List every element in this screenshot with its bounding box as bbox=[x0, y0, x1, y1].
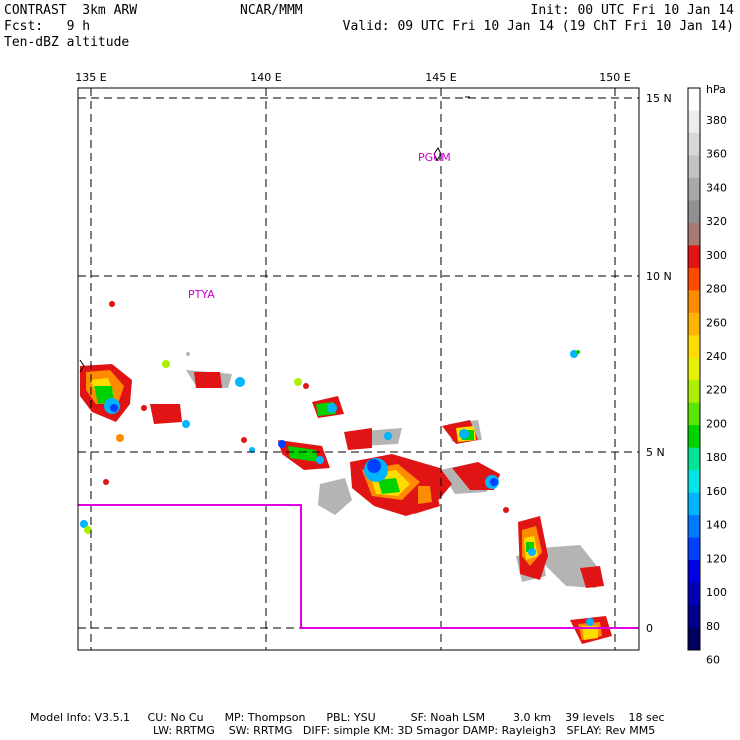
echo-small-cells bbox=[84, 301, 580, 534]
forecast-hour: Fcst: 9 h bbox=[4, 19, 91, 34]
model-info-line2: LW: RRTMG SW: RRTMG DIFF: simple KM: 3D … bbox=[153, 724, 656, 737]
lon-label-145: 145 E bbox=[425, 71, 456, 84]
colorbar-level-label: 200 bbox=[706, 417, 727, 430]
colorbar-swatch bbox=[688, 132, 700, 156]
colorbar-swatch bbox=[688, 537, 700, 561]
lat-label-0: 0 bbox=[646, 622, 653, 635]
colorbar-swatch bbox=[688, 492, 700, 516]
colorbar-frame bbox=[687, 87, 701, 651]
colorbar-swatch bbox=[688, 290, 700, 314]
colorbar-swatch bbox=[688, 312, 700, 336]
lon-label-135: 135 E bbox=[75, 71, 106, 84]
lat-label-10n: 10 N bbox=[646, 270, 672, 283]
lat-label-15n: 15 N bbox=[646, 92, 672, 105]
colorbar-swatch bbox=[688, 402, 700, 426]
colorbar-level-label: 300 bbox=[706, 249, 727, 262]
lon-label-140: 140 E bbox=[250, 71, 281, 84]
colorbar-swatch bbox=[688, 380, 700, 404]
coastline bbox=[79, 96, 470, 373]
colorbar-level-label: 60 bbox=[706, 653, 720, 666]
colorbar-swatch bbox=[688, 425, 700, 449]
field-name: Ten-dBZ altitude bbox=[4, 35, 130, 50]
colorbar-swatch bbox=[688, 447, 700, 471]
model-info-line1: Model Info: V3.5.1 CU: No Cu MP: Thompso… bbox=[30, 711, 665, 724]
colorbar-swatch bbox=[688, 357, 700, 381]
valid-time: Valid: 09 UTC Fri 10 Jan 14 (19 ChT Fri … bbox=[342, 19, 734, 34]
lat-label-5n: 5 N bbox=[646, 446, 665, 459]
model-title: CONTRAST 3km ARW bbox=[4, 3, 138, 18]
colorbar-level-label: 240 bbox=[706, 350, 727, 363]
radar-map: 135 E 140 E 145 E 150 E 15 N 10 N 5 N 0 … bbox=[75, 71, 727, 667]
colorbar-swatch bbox=[688, 470, 700, 494]
colorbar-swatch bbox=[688, 110, 700, 134]
colorbar-level-label: 340 bbox=[706, 181, 727, 194]
lon-label-150: 150 E bbox=[599, 71, 630, 84]
colorbar-swatch bbox=[688, 88, 700, 111]
political-boundary bbox=[78, 504, 639, 629]
colorbar-labels: 380 360 340 320 300 280 260 240 220 200 180 160 140 1… bbox=[706, 114, 727, 667]
colorbar-level-label: 380 bbox=[706, 114, 727, 127]
colorbar-swatch bbox=[688, 627, 700, 651]
colorbar-swatch bbox=[688, 177, 700, 201]
colorbar-unit: hPa bbox=[706, 83, 726, 96]
echo-cores bbox=[80, 350, 594, 626]
init-time: Init: 00 UTC Fri 10 Jan 14 bbox=[530, 3, 735, 18]
map-frame bbox=[77, 87, 640, 651]
colorbar-swatch bbox=[688, 267, 700, 291]
colorbar-level-label: 320 bbox=[706, 215, 727, 228]
station-ptya: PTYA bbox=[188, 288, 215, 301]
colorbar-level-label: 120 bbox=[706, 552, 727, 565]
colorbar-level-label: 160 bbox=[706, 485, 727, 498]
colorbar-swatch bbox=[688, 222, 700, 246]
colorbar-level-label: 220 bbox=[706, 384, 727, 397]
colorbar-swatch bbox=[688, 515, 700, 539]
colorbar-level-label: 180 bbox=[706, 451, 727, 464]
colorbar-level-label: 80 bbox=[706, 620, 720, 633]
colorbar-swatch bbox=[688, 582, 700, 606]
colorbar-level-label: 360 bbox=[706, 148, 727, 161]
colorbar-level-label: 260 bbox=[706, 316, 727, 329]
colorbar-swatch bbox=[688, 560, 700, 584]
colorbar bbox=[687, 87, 701, 651]
organization: NCAR/MMM bbox=[240, 3, 303, 18]
echo-field-green bbox=[94, 386, 534, 552]
colorbar-swatch bbox=[688, 155, 700, 179]
colorbar-level-label: 100 bbox=[706, 586, 727, 599]
station-pgum: PGUM bbox=[418, 151, 451, 164]
colorbar-swatch bbox=[688, 200, 700, 224]
colorbar-swatch bbox=[688, 605, 700, 629]
colorbar-swatch bbox=[688, 335, 700, 359]
colorbar-swatch bbox=[688, 245, 700, 269]
colorbar-level-label: 280 bbox=[706, 283, 727, 296]
colorbar-level-label: 140 bbox=[706, 519, 727, 532]
